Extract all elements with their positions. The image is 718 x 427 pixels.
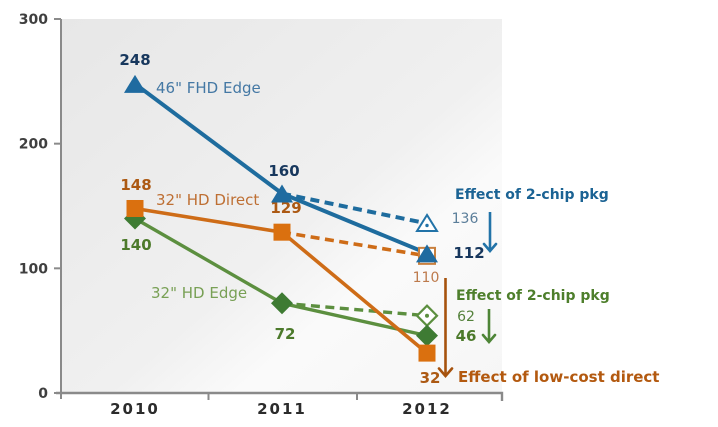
series-name-label-green: 32" HD Edge <box>151 284 247 302</box>
x-tick-label-2011: 2011 <box>257 400 307 418</box>
value-label-blue-2010: 248 <box>119 51 150 69</box>
effect-value-label-green: 62 <box>457 309 475 325</box>
down-arrow-icon <box>481 309 497 344</box>
down-arrow-icon <box>437 278 454 378</box>
effect-dashed-line-orange <box>281 230 428 258</box>
effect-value-label-blue: 136 <box>452 211 479 227</box>
y-tick-label: 300 <box>19 12 48 28</box>
down-arrow-icon <box>482 212 498 253</box>
value-label-green-2012: 46 <box>456 327 477 345</box>
annotation-effect-2chip-blue: Effect of 2-chip pkg <box>455 187 609 203</box>
effect-dashed-line-blue <box>281 191 428 226</box>
open-triangle-marker-blue-2012 <box>415 213 439 232</box>
effect-dashed-line-green <box>281 301 428 318</box>
diamond-marker-green-2011 <box>271 292 293 315</box>
y-tick-label: 200 <box>19 137 48 153</box>
annotation-effect-2chip-green: Effect of 2-chip pkg <box>456 288 610 304</box>
open-diamond-marker-green-2012-dot <box>425 313 429 318</box>
y-tick-label: 100 <box>19 261 48 277</box>
open-triangle-marker-blue-2012-dot <box>425 223 429 228</box>
diamond-marker-green-2012 <box>416 324 438 347</box>
annotation-effect-lowcost-orange: Effect of low-cost direct <box>458 368 659 386</box>
y-tick-label: 0 <box>38 386 48 402</box>
effect-value-label-orange: 110 <box>413 270 440 286</box>
value-label-orange-2012: 32 <box>420 369 441 387</box>
value-label-green-2011: 72 <box>275 325 296 343</box>
x-tick-label-2012: 2012 <box>402 400 452 418</box>
x-tick-label-2010: 2010 <box>110 400 160 418</box>
value-label-blue-2012: 112 <box>453 244 484 262</box>
value-label-blue-2011: 160 <box>268 162 299 180</box>
value-label-orange-2010: 148 <box>120 176 151 194</box>
triangle-marker-blue-2010 <box>124 74 146 93</box>
triangle-marker-blue-2011 <box>271 184 293 203</box>
x-axis <box>56 391 504 401</box>
square-marker-orange-2010 <box>126 199 144 217</box>
series-name-label-orange: 32" HD Direct <box>156 191 259 209</box>
square-marker-orange-2011 <box>273 223 291 241</box>
series-name-label-blue: 46" FHD Edge <box>156 79 261 97</box>
triangle-marker-blue-2012 <box>416 244 438 263</box>
value-label-orange-2011: 129 <box>270 199 301 217</box>
square-marker-orange-2012 <box>418 344 436 362</box>
value-label-green-2010: 140 <box>120 236 151 254</box>
